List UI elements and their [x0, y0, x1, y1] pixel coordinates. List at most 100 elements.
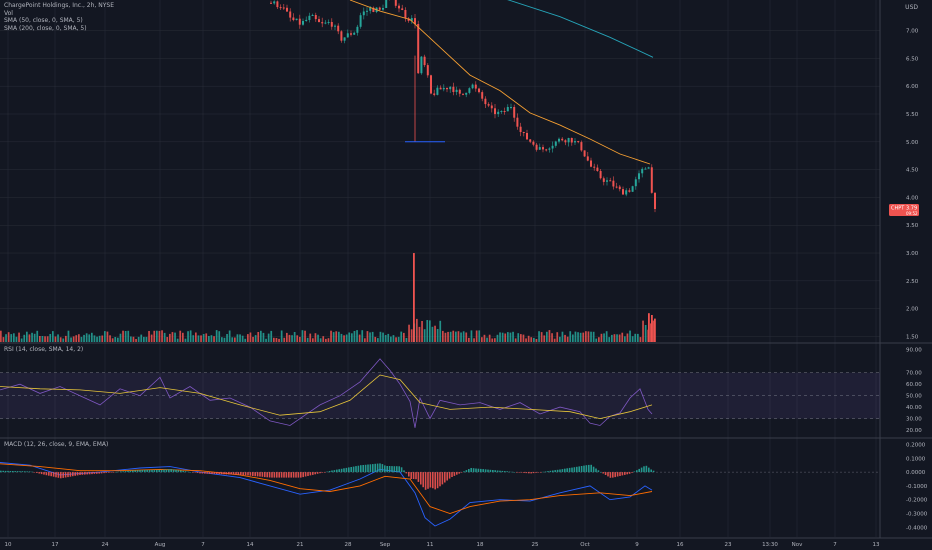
- candle-body: [622, 189, 624, 195]
- volume-bar: [18, 332, 20, 342]
- volume-bar: [33, 333, 36, 342]
- macd-hist-bar: [374, 463, 376, 473]
- macd-hist-bar: [576, 466, 578, 473]
- macd-hist-bar: [616, 472, 619, 477]
- volume-bar: [101, 335, 104, 342]
- volume-bar: [475, 330, 478, 342]
- volume-bar: [208, 336, 210, 342]
- volume-bar: [226, 334, 228, 342]
- macd-hist-bar: [14, 471, 16, 473]
- volume-bar: [135, 339, 137, 342]
- candle-body: [414, 18, 416, 24]
- currency-label[interactable]: USD: [905, 4, 918, 11]
- macd-hist-bar: [84, 472, 86, 475]
- macd-hist-bar: [244, 472, 247, 476]
- legend-sma200[interactable]: SMA (200, close, 0, SMA, 5): [4, 24, 87, 32]
- macd-hist-bar: [9, 471, 12, 473]
- macd-hist-bar: [614, 472, 616, 478]
- macd-hist-bar: [300, 472, 302, 478]
- volume-bar: [564, 334, 566, 342]
- volume-bar: [195, 332, 197, 342]
- candle-body: [366, 10, 368, 12]
- volume-bar: [390, 336, 392, 342]
- time-tick-label: 18: [477, 542, 484, 548]
- volume-bar: [13, 333, 15, 342]
- time-tick-label: Aug: [155, 542, 166, 548]
- last-price-tag-bg: [889, 204, 919, 216]
- volume-bar: [509, 332, 512, 342]
- time-tick-label: Oct: [580, 542, 590, 548]
- legend-symbol[interactable]: ChargePoint Holdings, Inc., 2h, NYSE: [4, 2, 114, 9]
- rsi-tick-label: 70.00: [906, 371, 922, 377]
- macd-hist-bar: [141, 470, 144, 473]
- macd-hist-bar: [520, 472, 523, 473]
- macd-hist-bar: [333, 470, 336, 473]
- macd-hist-bar: [403, 470, 405, 473]
- volume-bar: [119, 333, 122, 342]
- candle-body: [311, 15, 314, 16]
- volume-bar: [273, 337, 275, 342]
- macd-hist-bar: [547, 471, 549, 473]
- candle-body: [378, 7, 381, 10]
- legend-sma50[interactable]: SMA (50, close, 0, SMA, 5): [4, 17, 83, 24]
- volume-bar: [436, 329, 439, 342]
- legend-vol[interactable]: Vol: [4, 9, 13, 17]
- macd-hist-bar: [482, 469, 484, 473]
- volume-bar: [642, 320, 644, 342]
- candle-body: [286, 7, 288, 12]
- macd-hist-bar: [139, 470, 141, 473]
- volume-bar: [366, 331, 369, 342]
- price-tick-label: 7.00: [906, 29, 919, 35]
- volume-bar: [7, 332, 10, 342]
- volume-bar: [187, 331, 189, 342]
- macd-hist-bar: [110, 472, 112, 473]
- volume-bar: [520, 334, 522, 342]
- macd-hist-bar: [302, 472, 304, 478]
- candle-body: [401, 8, 404, 10]
- macd-line: [0, 462, 653, 527]
- time-tick-label: 28: [345, 542, 352, 548]
- volume-bar: [543, 335, 546, 342]
- macd-hist-bar: [115, 471, 117, 473]
- volume-bar: [538, 331, 540, 342]
- macd-hist-bar: [633, 471, 636, 473]
- price-axis[interactable]: 7.00 6.50 6.00 5.50 5.00 4.50 4.00 3.50 3.00 2.50…: [906, 29, 928, 532]
- macd-tick-label: 0.0000: [906, 470, 926, 476]
- candle-body: [647, 167, 650, 169]
- time-axis[interactable]: 10 17 24 Aug 7 14 21 28 Sep 11 18 25 Oct 9 16 23 13:30 No…: [5, 542, 880, 548]
- volume-bar: [356, 330, 358, 342]
- candle-body: [289, 11, 292, 18]
- macd-hist-bar: [76, 472, 79, 476]
- rsi-legend[interactable]: RSI (14, close, SMA, 14, 2): [4, 346, 84, 353]
- volume-bar: [548, 330, 551, 342]
- candle-body: [602, 178, 605, 182]
- macd-hist-bar: [168, 469, 170, 473]
- macd-hist-bar: [549, 470, 552, 473]
- macd-hist-bar: [216, 472, 218, 474]
- macd-legend[interactable]: MACD (12, 26, close, 9, EMA, EMA): [4, 441, 109, 448]
- price-tick-label: 2.00: [906, 307, 919, 313]
- time-tick-label: 13: [873, 542, 880, 548]
- macd-hist-bar: [607, 472, 609, 477]
- volume-bar: [288, 334, 291, 342]
- volume-bar: [192, 335, 195, 342]
- macd-hist-bar: [280, 472, 283, 478]
- macd-hist-bar: [504, 471, 506, 473]
- macd-hist-bar: [96, 472, 98, 474]
- volume-bar: [205, 333, 208, 342]
- macd-hist-bar: [523, 472, 525, 473]
- volume-bar: [546, 331, 548, 342]
- macd-hist-bar: [602, 472, 604, 474]
- macd-hist-bar: [439, 472, 441, 487]
- candle-body: [458, 89, 461, 94]
- candle-body: [650, 167, 653, 193]
- macd-hist-bar: [412, 472, 415, 479]
- volume-bar: [252, 336, 254, 342]
- candle-body: [455, 89, 458, 92]
- macd-hist-bar: [184, 471, 187, 473]
- volume-bar: [83, 334, 85, 342]
- macd-hist-bar: [631, 472, 633, 473]
- candle-body: [340, 31, 343, 41]
- macd-hist-bar: [448, 472, 451, 479]
